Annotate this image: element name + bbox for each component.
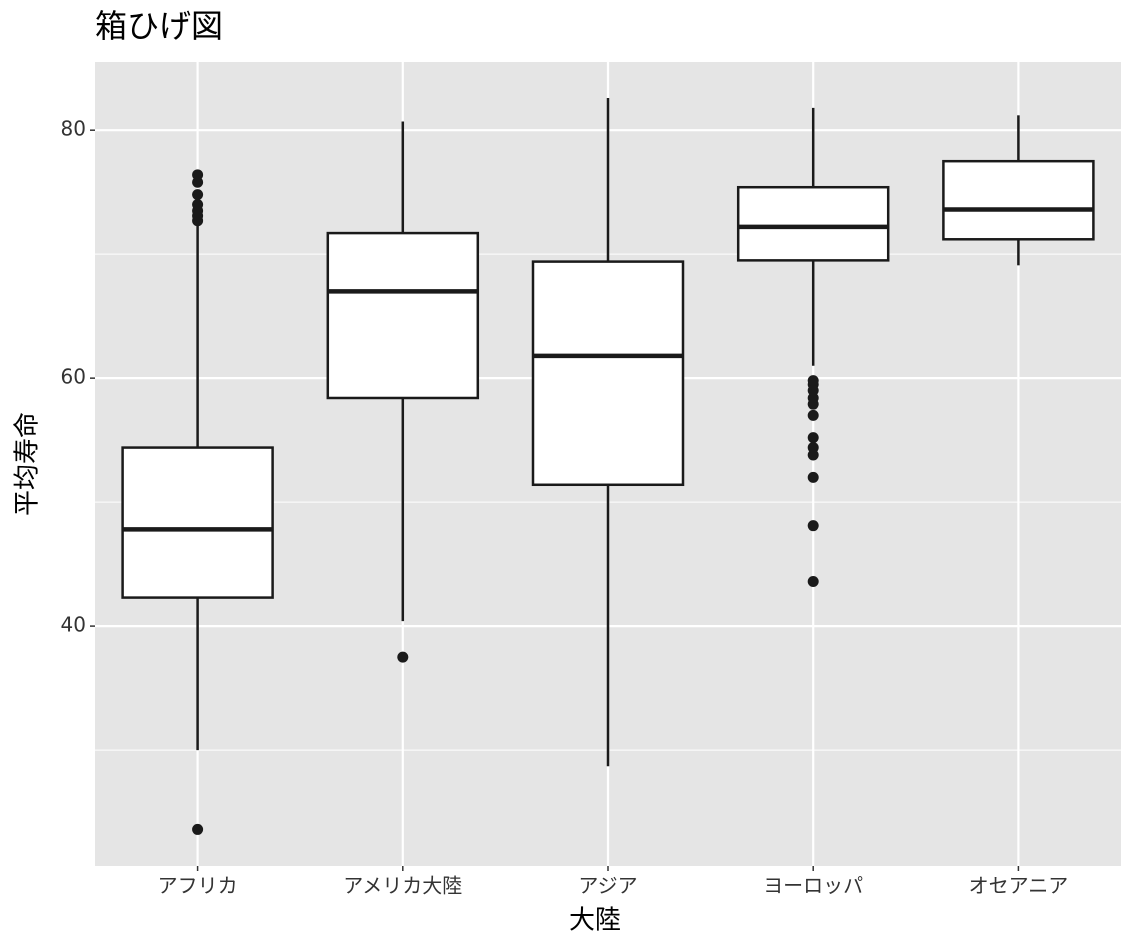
outlier (807, 409, 819, 421)
x-tick-label: アメリカ大陸 (343, 874, 462, 898)
x-tick-label: ヨーロッパ (763, 874, 863, 898)
box (531, 260, 685, 487)
outlier (192, 823, 204, 835)
outlier (397, 651, 409, 663)
x-tick-label: アフリカ (158, 874, 238, 898)
x-axis-title: 大陸 (569, 906, 621, 936)
outlier (192, 189, 204, 201)
outlier (192, 199, 204, 211)
y-tick-label: 80 (61, 117, 86, 141)
box (121, 446, 274, 599)
y-tick-label: 60 (61, 365, 86, 389)
outlier (807, 375, 819, 387)
outlier (807, 471, 819, 483)
chart-title: 箱ひげ図 (95, 7, 223, 45)
y-tick-label: 40 (61, 613, 86, 637)
box (326, 231, 480, 400)
y-axis-title: 平均寿命 (13, 412, 43, 516)
x-tick-label: オセアニア (969, 874, 1069, 898)
outlier (807, 520, 819, 532)
outlier (807, 575, 819, 587)
outlier (192, 169, 204, 181)
outlier (807, 442, 819, 454)
x-tick-label: アジア (578, 874, 637, 898)
outlier (807, 432, 819, 444)
box (736, 185, 890, 262)
box (942, 159, 1095, 241)
